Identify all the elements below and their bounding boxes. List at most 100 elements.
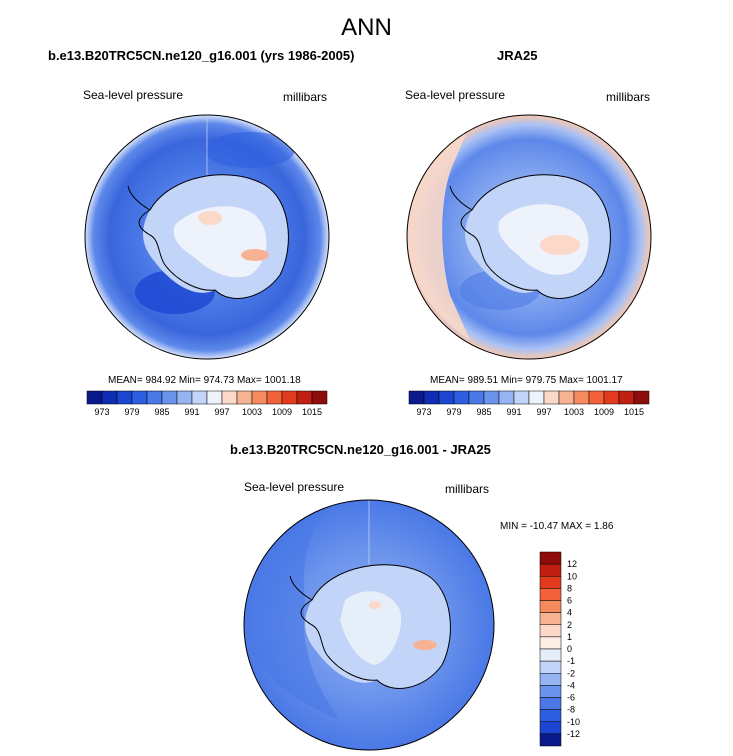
panel3-colorbar-swatch [539,709,562,722]
panel2-colorbar-swatch [558,390,575,405]
panel3-colorbar-tick-label: -6 [567,693,575,703]
panel3-colorbar-tick-label: 4 [567,608,572,618]
panel1-colorbar-swatch [131,390,148,405]
panel3-colorbar-swatch [539,648,562,662]
panel3-colorbar-swatch [539,563,562,577]
panel1-colorbar-swatch [116,390,133,405]
panel3-colorbar-swatch [539,624,562,638]
panel2-colorbar-swatch [543,390,560,405]
panel2-colorbar-tick-label: 991 [506,407,521,417]
panel1-colorbar-tick-label: 1015 [302,407,322,417]
panel2-colorbar-swatch [468,390,485,405]
panel2-colorbar-swatch [453,390,470,405]
panel1-colorbar-tick-label: 973 [94,407,109,417]
panel3-colorbar-tick-label: -8 [567,705,575,715]
panel2-colorbar-swatch [408,390,425,405]
panel2-coastline [460,174,611,299]
panel1-colorbar-tick-label: 1009 [272,407,292,417]
panel1-colorbar: 973 979 985 991 997 1003 1009 1015 [86,390,328,417]
panel1-colorbar-swatch [236,390,253,405]
panel2-colorbar: 973 979 985 991 997 1003 1009 1015 [408,390,650,417]
panel2-title: JRA25 [497,48,538,63]
panel2-colorbar-tick-label: 985 [476,407,491,417]
panel2-colorbar-swatch [573,390,590,405]
panel2-map [406,114,652,360]
panel3-colorbar-tick-label: 8 [567,583,572,593]
panel3-units-label: millibars [445,482,490,496]
panel1-colorbar-tick-label: 1003 [242,407,262,417]
panel1-colorbar-swatch [281,390,298,405]
panel2-colorbar-tick-label: 1009 [594,407,614,417]
panel1-colorbar-swatch [191,390,208,405]
panel3-colorbar-swatch [539,551,562,565]
panel3-colorbar-tick-label: -2 [567,668,575,678]
panel1-stats: MEAN= 984.92 Min= 974.73 Max= 1001.18 [108,375,301,386]
panel3-title: b.e13.B20TRC5CN.ne120_g16.001 - JRA25 [230,442,491,457]
panel2-stats: MEAN= 989.51 Min= 979.75 Max= 1001.17 [430,375,623,386]
panel3-colorbar-tick-label: 1 [567,632,572,642]
panel1-colorbar-swatch [101,390,118,405]
panel2-colorbar-swatch [423,390,440,405]
panel1-colorbar-swatch [311,390,328,405]
main-title: ANN [341,14,392,41]
panel2-colorbar-swatch [438,390,455,405]
panel3-colorbar-tick-label: 12 [567,559,577,569]
panel2-colorbar-tick-label: 1003 [564,407,584,417]
panel2-colorbar-tick-label: 979 [446,407,461,417]
panel3-colorbar-swatch [539,576,562,589]
panel3-colorbar-swatch [539,600,562,613]
panel3-colorbar-swatch [539,685,562,698]
panel1-colorbar-tick-label: 991 [184,407,199,417]
panel3-colorbar-tick-label: 2 [567,620,572,630]
panel3-colorbar-tick-label: -4 [567,680,575,690]
panel1-colorbar-swatch [296,390,313,405]
panel2-colorbar-swatch [588,390,605,405]
panel1-colorbar-swatch [146,390,163,405]
panel2-colorbar-swatch [528,390,545,405]
panel3-colorbar-tick-label: 6 [567,596,572,606]
panel1-colorbar-swatch [206,390,223,405]
panel1-title: b.e13.B20TRC5CN.ne120_g16.001 (yrs 1986-… [48,48,355,63]
panel3-colorbar-swatch [539,636,562,650]
panel1-colorbar-swatch [86,390,103,405]
panel1-colorbar-swatch [266,390,283,405]
panel1-colorbar-tick-label: 985 [154,407,169,417]
panel1-colorbar-swatch [221,390,238,405]
panel3-colorbar-swatch [539,673,562,686]
panel3-colorbar-swatch [539,697,562,710]
panel2-colorbar-swatch [618,390,635,405]
panel3-colorbar-swatch [539,733,562,747]
panel3-colorbar-tick-label: 0 [567,644,572,654]
panel3-map [243,499,495,751]
panel1-coastline [138,174,289,299]
panel2-colorbar-tick-label: 1015 [624,407,644,417]
panel2-colorbar-swatch [513,390,530,405]
panel1-colorbar-swatch [176,390,193,405]
panel2-colorbar-swatch [633,390,650,405]
panel1-colorbar-swatch [161,390,178,405]
panel3-colorbar-tick-label: -10 [567,717,580,727]
panel2-units-label: millibars [606,90,651,104]
panel3-colorbar-swatch [539,588,562,601]
panel2-colorbar-swatch [498,390,515,405]
panel3-colorbar-swatch [539,660,562,674]
panel1-colorbar-tick-label: 997 [214,407,229,417]
panel2-variable-label: Sea-level pressure [405,88,506,102]
panel1-variable-label: Sea-level pressure [83,88,184,102]
panel1-colorbar-swatch [251,390,268,405]
panel2-colorbar-tick-label: 973 [416,407,431,417]
panel2-colorbar-swatch [483,390,500,405]
panel3-stats: MIN = -10.47 MAX = 1.86 [500,521,614,532]
panel1-units-label: millibars [283,90,328,104]
panel3-colorbar-tick-label: -1 [567,656,575,666]
panel3-colorbar-swatch [539,612,562,625]
panel3-coastline [300,564,451,689]
panel3-colorbar-tick-label: -12 [567,729,580,739]
panel1-colorbar-tick-label: 979 [124,407,139,417]
panel3-colorbar-swatch [539,721,562,735]
panel1-map [84,114,330,360]
panel3-variable-label: Sea-level pressure [244,480,345,494]
panel2-colorbar-swatch [603,390,620,405]
